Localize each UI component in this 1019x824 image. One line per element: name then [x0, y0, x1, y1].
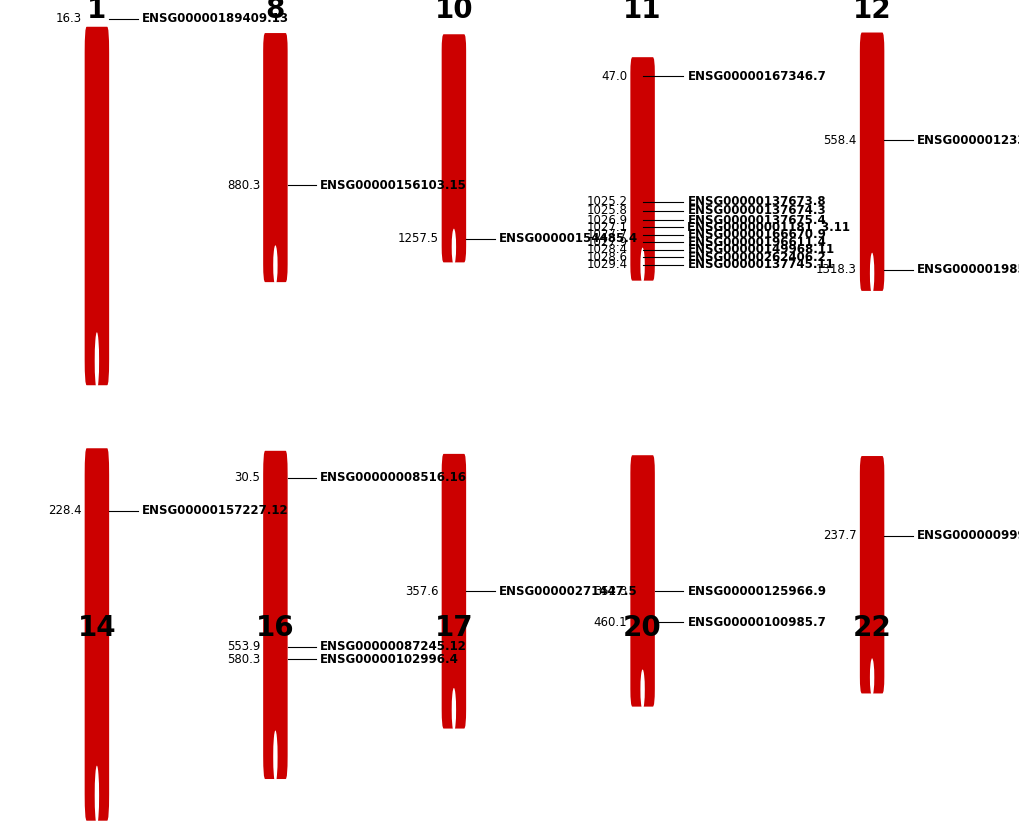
- Text: ENSG00000196611.4: ENSG00000196611.4: [687, 236, 825, 249]
- Circle shape: [451, 688, 455, 732]
- Text: ENSG00000271447.5: ENSG00000271447.5: [498, 585, 637, 597]
- Text: ENSG00000125966.9: ENSG00000125966.9: [687, 585, 825, 597]
- Circle shape: [273, 246, 277, 285]
- Text: 1028.6: 1028.6: [586, 250, 627, 264]
- Circle shape: [95, 332, 99, 390]
- Text: 11: 11: [623, 0, 661, 24]
- Text: ENSG00000149968.11: ENSG00000149968.11: [687, 243, 834, 256]
- Text: ENSG00000156103.15: ENSG00000156103.15: [320, 179, 467, 192]
- FancyBboxPatch shape: [859, 456, 883, 694]
- Text: 1025.2: 1025.2: [586, 195, 627, 208]
- Text: 20: 20: [623, 615, 661, 642]
- FancyBboxPatch shape: [263, 33, 287, 282]
- Text: 352.3: 352.3: [593, 585, 627, 597]
- Text: 237.7: 237.7: [822, 529, 856, 542]
- Text: ENSG00000001181  3.11: ENSG00000001181 3.11: [687, 221, 850, 234]
- Text: 1257.5: 1257.5: [397, 232, 438, 246]
- Text: ENSG00000100985.7: ENSG00000100985.7: [687, 616, 825, 629]
- Text: ENSG00000102996.4: ENSG00000102996.4: [320, 653, 459, 666]
- Text: 880.3: 880.3: [226, 179, 260, 192]
- Text: 1025.8: 1025.8: [586, 204, 627, 218]
- Text: 16.3: 16.3: [55, 12, 82, 25]
- FancyBboxPatch shape: [630, 455, 654, 707]
- Text: 1318.3: 1318.3: [815, 264, 856, 276]
- Text: ENSG00000198598.6: ENSG00000198598.6: [916, 264, 1019, 276]
- Text: 47.0: 47.0: [600, 70, 627, 82]
- Circle shape: [451, 229, 455, 265]
- Circle shape: [869, 253, 873, 294]
- Circle shape: [95, 765, 99, 824]
- Text: 1: 1: [88, 0, 106, 24]
- Text: ENSG00000008516.16: ENSG00000008516.16: [320, 471, 467, 485]
- Circle shape: [273, 731, 277, 783]
- Text: 1029.4: 1029.4: [586, 258, 627, 271]
- Text: 1026.9: 1026.9: [586, 213, 627, 227]
- Text: 580.3: 580.3: [226, 653, 260, 666]
- FancyBboxPatch shape: [630, 57, 654, 281]
- Text: 1028.4: 1028.4: [586, 243, 627, 256]
- Text: ENSG00000157227.12: ENSG00000157227.12: [142, 504, 288, 517]
- Circle shape: [869, 658, 873, 696]
- Text: ENSG00000137675.4: ENSG00000137675.4: [687, 213, 825, 227]
- Circle shape: [640, 248, 644, 283]
- Text: 357.6: 357.6: [405, 585, 438, 597]
- Text: 12: 12: [852, 0, 891, 24]
- Text: ENSG00000087245.12: ENSG00000087245.12: [320, 640, 467, 653]
- Text: ENSG00000262406.2: ENSG00000262406.2: [687, 250, 825, 264]
- Text: ENSG00000099953.9: ENSG00000099953.9: [916, 529, 1019, 542]
- Text: 14: 14: [77, 615, 116, 642]
- Text: ENSG00000137745.11: ENSG00000137745.11: [687, 258, 834, 271]
- FancyBboxPatch shape: [263, 451, 287, 779]
- Text: 16: 16: [256, 615, 294, 642]
- FancyBboxPatch shape: [441, 35, 466, 262]
- Text: ENSG00000137674.3: ENSG00000137674.3: [687, 204, 825, 218]
- Circle shape: [640, 669, 644, 709]
- Text: 22: 22: [852, 615, 891, 642]
- Text: 1027.1: 1027.1: [586, 221, 627, 234]
- Text: 10: 10: [434, 0, 473, 24]
- Text: ENSG00000189409.13: ENSG00000189409.13: [142, 12, 288, 25]
- FancyBboxPatch shape: [859, 32, 883, 291]
- FancyBboxPatch shape: [441, 454, 466, 728]
- Text: 558.4: 558.4: [822, 133, 856, 147]
- Text: ENSG00000154485.4: ENSG00000154485.4: [498, 232, 637, 246]
- Text: 1027.9: 1027.9: [586, 236, 627, 249]
- Text: 553.9: 553.9: [226, 640, 260, 653]
- Text: ENSG00000137673.8: ENSG00000137673.8: [687, 195, 825, 208]
- Text: 460.1: 460.1: [593, 616, 627, 629]
- Text: ENSG00000123342.15: ENSG00000123342.15: [916, 133, 1019, 147]
- Text: ENSG00000166670.9: ENSG00000166670.9: [687, 228, 825, 241]
- Text: 17: 17: [434, 615, 473, 642]
- Text: ENSG00000167346.7: ENSG00000167346.7: [687, 70, 825, 82]
- Text: 1027.7: 1027.7: [586, 228, 627, 241]
- FancyBboxPatch shape: [85, 26, 109, 386]
- Text: 30.5: 30.5: [234, 471, 260, 485]
- FancyBboxPatch shape: [85, 448, 109, 821]
- Text: 228.4: 228.4: [48, 504, 82, 517]
- Text: 8: 8: [266, 0, 284, 24]
